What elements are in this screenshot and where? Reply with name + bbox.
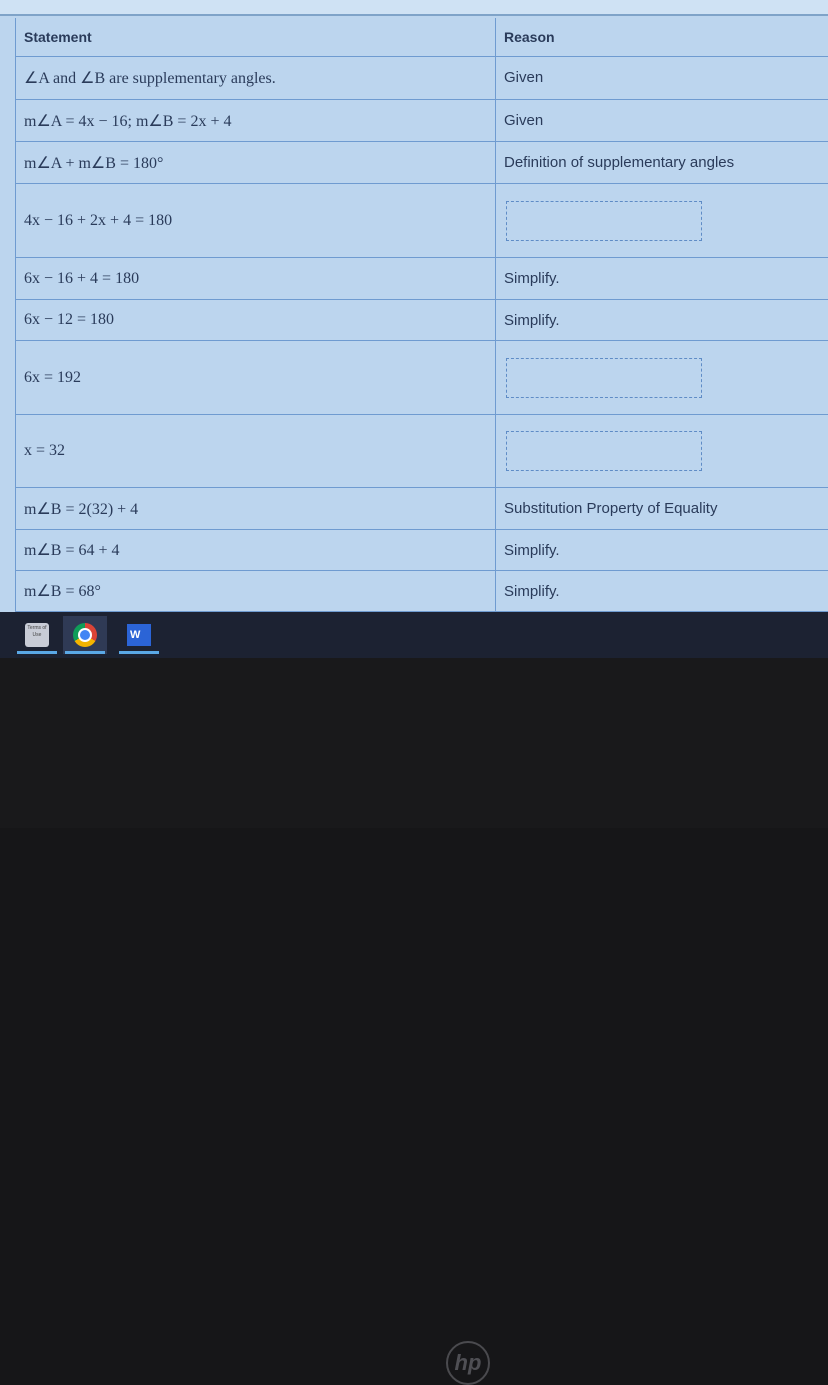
statement-cell: m∠A + m∠B = 180° (15, 142, 496, 183)
table-row: m∠B = 64 + 4 Simplify. (15, 530, 828, 571)
statement-header: Statement (15, 18, 496, 56)
reason-cell (496, 341, 828, 414)
reason-header: Reason (504, 29, 555, 45)
table-row: m∠B = 2(32) + 4 Substitution Property of … (15, 488, 828, 530)
table-row: 6x = 192 (15, 341, 828, 415)
statement-cell: 6x = 192 (15, 341, 496, 414)
statement-cell: ∠A and ∠B are supplementary angles. (15, 56, 496, 99)
statement-cell: m∠A = 4x − 16; m∠B = 2x + 4 (15, 100, 496, 141)
table-row: 6x − 16 + 4 = 180 Simplify. (15, 258, 828, 300)
active-indicator (119, 651, 159, 654)
reason-cell: Definition of supplementary angles (504, 154, 735, 171)
laptop-bezel: hp (0, 658, 828, 1385)
taskbar: Terms of Use W (0, 612, 828, 658)
statement-cell: m∠B = 64 + 4 (15, 530, 496, 570)
taskbar-terms-of-use[interactable]: Terms of Use (15, 616, 59, 654)
top-bar (0, 0, 828, 16)
table-header: Statement Reason (15, 18, 828, 57)
table-row: 6x − 12 = 180 Simplify. (15, 300, 828, 341)
reason-cell: Simplify. (504, 270, 560, 287)
reason-drop-target[interactable] (506, 431, 702, 471)
statement-cell: m∠B = 68° (15, 571, 496, 611)
reason-drop-target[interactable] (506, 200, 702, 241)
screen: Statement Reason ∠A and ∠B are supplementa… (0, 0, 828, 612)
chrome-icon (73, 623, 97, 647)
active-indicator (65, 651, 105, 654)
table-row: m∠B = 68° Simplify. (15, 571, 828, 612)
table-row: ∠A and ∠B are supplementary angles. Given (15, 56, 828, 100)
terms-of-use-icon: Terms of Use (25, 623, 49, 647)
reason-cell: Simplify. (504, 582, 560, 600)
statement-cell: 4x − 16 + 2x + 4 = 180 (15, 184, 496, 257)
reason-cell: Simplify. (504, 541, 560, 559)
statement-cell: m∠B = 2(32) + 4 (15, 488, 496, 529)
table-row: m∠A = 4x − 16; m∠B = 2x + 4 Given (15, 100, 828, 142)
reason-drop-target[interactable] (506, 357, 702, 398)
active-indicator (17, 651, 57, 654)
reason-cell (496, 415, 828, 487)
word-icon: W (127, 624, 151, 646)
reason-cell: Given (504, 112, 544, 129)
statement-cell: x = 32 (15, 415, 496, 487)
hp-logo: hp (446, 1341, 490, 1385)
table-row: m∠A + m∠B = 180° Definition of supplement… (15, 142, 828, 184)
statement-cell: 6x − 12 = 180 (15, 300, 496, 340)
taskbar-word[interactable]: W (117, 616, 161, 654)
table-row: x = 32 (15, 415, 828, 488)
table-row: 4x − 16 + 2x + 4 = 180 (15, 184, 828, 258)
reason-cell (496, 184, 828, 257)
reason-cell: Simplify. (504, 311, 560, 329)
reason-cell: Given (504, 69, 544, 86)
reason-cell: Substitution Property of Equality (504, 500, 718, 517)
taskbar-chrome[interactable] (63, 616, 107, 654)
statement-cell: 6x − 16 + 4 = 180 (15, 258, 496, 299)
